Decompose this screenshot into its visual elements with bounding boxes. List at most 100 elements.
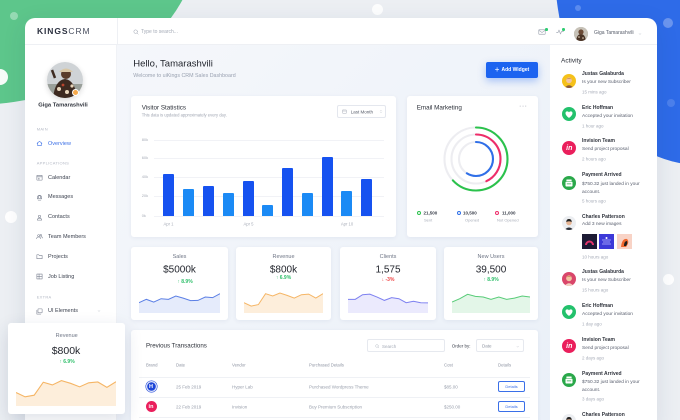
sparkline-chart — [452, 292, 530, 313]
activity-time: 1 day ago — [582, 321, 602, 327]
search-bar[interactable] — [129, 25, 329, 39]
x-label: Apr 5 — [243, 221, 254, 227]
chart-bar[interactable] — [322, 157, 333, 216]
row-divider — [139, 376, 530, 378]
sparkline-chart — [139, 292, 220, 313]
image-thumbnail[interactable] — [581, 234, 597, 249]
activity-time: 1 hour ago — [582, 123, 604, 129]
plus-icon: + — [494, 65, 500, 75]
stat-card-revenue[interactable]: Revenue $800k ↑ 6.9% — [236, 247, 331, 320]
details-button[interactable]: Details — [498, 401, 525, 412]
stat-card-new-users[interactable]: New Users 39,500 ↑ 8.9% — [444, 247, 538, 320]
more-options-button[interactable]: ··· — [519, 102, 528, 110]
cell-vendor: Hyper Lab — [232, 384, 253, 390]
column-header: Details — [498, 362, 512, 368]
heart-icon — [562, 107, 577, 122]
card-subtitle: This data is updated approximately every… — [141, 112, 227, 118]
gridline — [154, 196, 384, 197]
status-indicator — [71, 88, 79, 96]
sidebar-item-label: Team Members — [48, 233, 86, 240]
transactions-card: Previous Transactions Order by: Date Bra… — [131, 330, 538, 420]
user-menu[interactable]: Giga Tamarashvili — [573, 26, 651, 41]
cell-cost: $250.00 — [444, 404, 461, 410]
activity-time: 2 hours ago — [582, 156, 606, 162]
sidebar-item-label: UI Elements — [48, 307, 78, 314]
sparkline-chart — [348, 292, 428, 313]
stat-title: Clients — [379, 253, 397, 260]
activity-avatar[interactable] — [562, 414, 577, 420]
order-by-value: Date — [482, 343, 492, 349]
visitor-statistics-card: Visitor Statistics This data is updated … — [131, 96, 396, 237]
chart-bar[interactable] — [302, 193, 313, 216]
ring-sent — [443, 126, 509, 192]
sidebar-item-projects[interactable]: Projects — [33, 250, 113, 264]
activity-panel: Activity Justas Galaburda Is your new Su… — [550, 45, 657, 420]
decor-dot — [10, 12, 18, 20]
sidebar-item-overview[interactable]: Overview — [33, 137, 113, 151]
activity-name: Charles Patterson — [582, 412, 625, 419]
activity-avatar[interactable] — [562, 216, 577, 231]
column-header: Purchased Details — [309, 362, 344, 368]
job-listing-icon — [36, 273, 43, 280]
activity-description: Send project proposal — [582, 147, 629, 153]
chart-bar[interactable] — [203, 185, 214, 216]
header-user-name: Giga Tamarashvili — [594, 30, 634, 37]
logo[interactable]: KINGSCRM — [37, 26, 90, 37]
activity-name: Invision Team — [582, 337, 615, 344]
notification-dot — [545, 28, 548, 31]
period-select[interactable]: Last Month — [336, 105, 386, 118]
sidebar-item-messages[interactable]: Messages — [33, 190, 113, 204]
chart-bar[interactable] — [341, 191, 352, 216]
activity-button[interactable] — [556, 28, 565, 36]
calendar-icon — [342, 109, 347, 114]
table-row[interactable]: H 25 Feb 2019 Hyper Lab Purchased Wordpr… — [131, 377, 538, 397]
messages-button[interactable] — [538, 28, 548, 36]
details-button[interactable]: Details — [498, 381, 525, 392]
transactions-search-input[interactable] — [382, 342, 440, 350]
home-icon — [36, 140, 43, 147]
floating-revenue-card[interactable]: Revenue $800k ↑ 6.9% — [8, 323, 125, 414]
image-thumbnail[interactable] — [617, 234, 632, 249]
chart-bar[interactable] — [183, 189, 194, 216]
sidebar-item-calendar[interactable]: Calendar — [33, 171, 113, 185]
brand-logo-invision: in — [145, 401, 157, 413]
chart-bar[interactable] — [223, 193, 234, 216]
column-header: Date — [176, 362, 186, 368]
legend-label: Sent — [424, 217, 433, 223]
stat-title: New Users — [477, 253, 505, 260]
heart-icon — [562, 305, 577, 320]
header-divider — [117, 18, 118, 45]
sidebar-item-team-members[interactable]: Team Members — [33, 230, 113, 244]
ring-opened — [457, 141, 495, 178]
activity-name: Justas Galaburda — [582, 71, 624, 78]
stat-title: Sales — [172, 253, 187, 260]
sidebar-item-contacts[interactable]: Contacts — [33, 210, 113, 224]
stat-value: $800k — [269, 263, 298, 275]
stat-change: ↑ 6.9% — [275, 274, 292, 281]
activity-description: $750.32 just landed in your account. — [582, 380, 640, 394]
top-header: KINGSCRM Giga Tamarashvili — [25, 18, 657, 45]
activity-time: 2 days ago — [582, 355, 605, 361]
search-input[interactable] — [141, 27, 291, 37]
section-label-applications: APPLICATIONS — [36, 161, 70, 166]
chart-bar[interactable] — [361, 178, 372, 216]
chart-bar[interactable] — [243, 180, 254, 216]
stat-card-sales[interactable]: Sales $5000k ↑ 8.9% — [131, 247, 228, 320]
transactions-search[interactable] — [367, 339, 445, 352]
chart-bar[interactable] — [163, 174, 174, 216]
stat-card-clients[interactable]: Clients 1,575 ↓ -3% — [340, 247, 436, 320]
activity-avatar[interactable] — [562, 272, 577, 286]
y-tick: 0k — [141, 212, 146, 218]
image-thumbnail[interactable] — [599, 234, 614, 249]
order-by-select[interactable]: Date — [476, 339, 524, 352]
table-row[interactable]: in 22 Feb 2019 Invision Buy Premium Subs… — [131, 397, 538, 417]
chart-bar[interactable] — [282, 167, 293, 216]
sidebar-item-job-listing[interactable]: Job Listing — [33, 270, 113, 284]
chart-bar[interactable] — [262, 204, 273, 216]
add-widget-button[interactable]: + Add Widget — [486, 62, 538, 79]
activity-name: Eric Hoffman — [582, 105, 614, 112]
chevron-down-icon — [97, 309, 101, 313]
activity-avatar[interactable] — [562, 73, 577, 88]
sidebar-item-ui-elements[interactable]: UI Elements — [33, 304, 113, 318]
stat-change: ↑ 8.9% — [483, 276, 499, 283]
